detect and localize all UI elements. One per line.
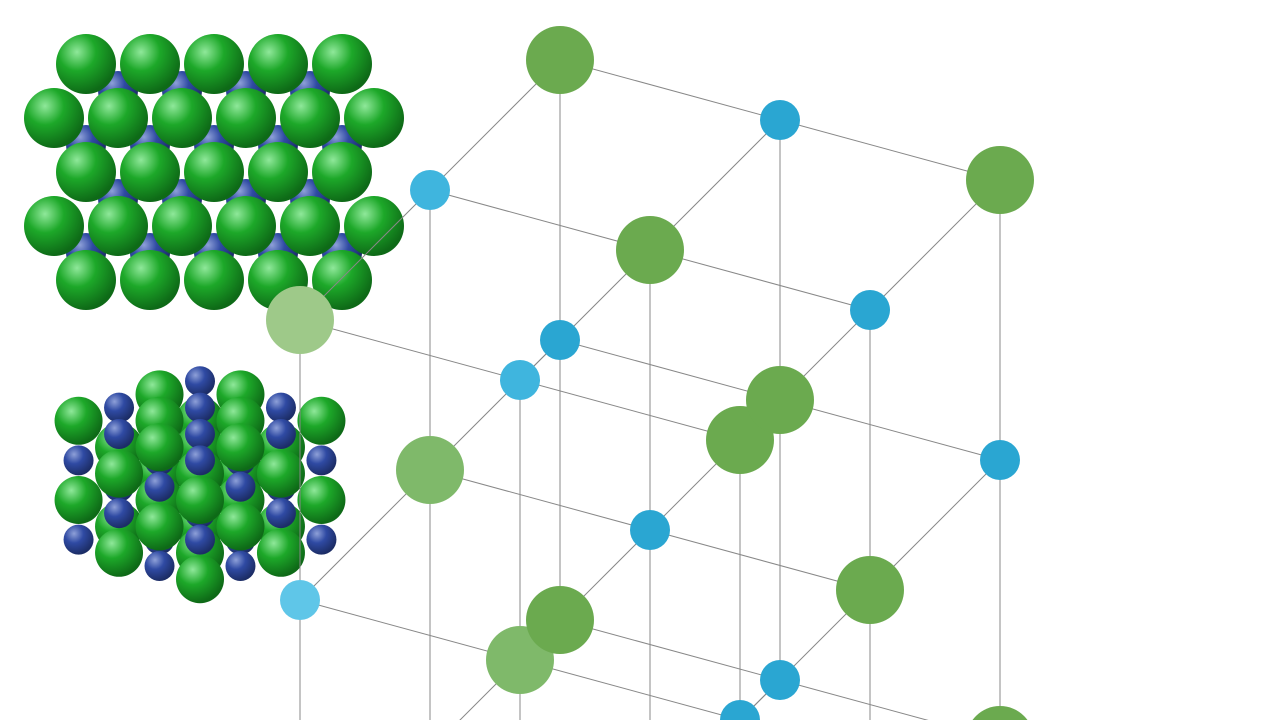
large-ion [176,555,224,603]
small-ion [306,525,336,555]
large-ion [120,250,180,310]
isometric-cluster [55,366,346,603]
small-ion [266,393,296,423]
large-ion [297,397,345,445]
large-ion [312,142,372,202]
small-ion [306,445,336,475]
large-ion [216,88,276,148]
large-ion [136,502,184,550]
large-ion [56,34,116,94]
lattice-edge [430,190,650,250]
small-ion [185,445,215,475]
large-ion [136,423,184,471]
lattice-edge [650,530,870,590]
small-ion [225,551,255,581]
large-ion [24,196,84,256]
atom-a [836,556,904,624]
lattice-edge [780,400,1000,460]
lattice-edge [780,680,1000,720]
large-ion [257,529,305,577]
large-ion [88,88,148,148]
lattice-edge [520,380,740,440]
atom-a [966,146,1034,214]
atom-a [526,26,594,94]
small-ion [266,419,296,449]
small-ion [225,472,255,502]
large-ion [280,196,340,256]
small-ion [64,525,94,555]
atom-b [500,360,540,400]
large-ion [344,196,404,256]
atom-b [980,440,1020,480]
lattice-edge [430,470,650,530]
large-ion [344,88,404,148]
large-ion [312,34,372,94]
atom-b [760,660,800,700]
lattice-edge [560,60,780,120]
large-ion [95,529,143,577]
lattice-edge [650,250,870,310]
atom-b [540,320,580,360]
large-ion [248,34,308,94]
small-ion [145,551,175,581]
large-ion [55,397,103,445]
large-ion [152,88,212,148]
large-ion [257,450,305,498]
large-ion [176,476,224,524]
large-ion [184,34,244,94]
small-ion [185,525,215,555]
atom-b [280,580,320,620]
atom-a [746,366,814,434]
lattice-edge [520,660,740,720]
small-ion [266,498,296,528]
large-ion [216,196,276,256]
lattice-edge [300,600,520,660]
large-ion [152,196,212,256]
large-ion [297,476,345,524]
lattice-edge [300,320,520,380]
large-ion [280,88,340,148]
large-ion [120,142,180,202]
large-ion [88,196,148,256]
large-ion [56,250,116,310]
atom-b [630,510,670,550]
small-ion [104,393,134,423]
atom-a [526,586,594,654]
large-ion [184,250,244,310]
lattice-edge [560,340,780,400]
large-ion [248,142,308,202]
large-ion [24,88,84,148]
small-ion [64,445,94,475]
large-ion [120,34,180,94]
lattice-edge [560,620,780,680]
atom-a [966,706,1034,720]
close-packed-2d [24,34,404,310]
small-ion [145,472,175,502]
atom-b [760,100,800,140]
small-ion [185,366,215,396]
large-ion [216,502,264,550]
large-ion [55,476,103,524]
small-ion [104,498,134,528]
large-ion [216,423,264,471]
large-ion [56,142,116,202]
atom-b [850,290,890,330]
atom-b [410,170,450,210]
small-ion [185,393,215,423]
small-ion [104,419,134,449]
atom-a [396,436,464,504]
atom-b [720,700,760,720]
large-ion [95,450,143,498]
large-ion [184,142,244,202]
crystal-lattice-diagram [0,0,1280,720]
atom-a [616,216,684,284]
unit-cell-edges [300,60,1000,720]
small-ion [185,419,215,449]
atom-a [266,286,334,354]
lattice-edge [780,120,1000,180]
